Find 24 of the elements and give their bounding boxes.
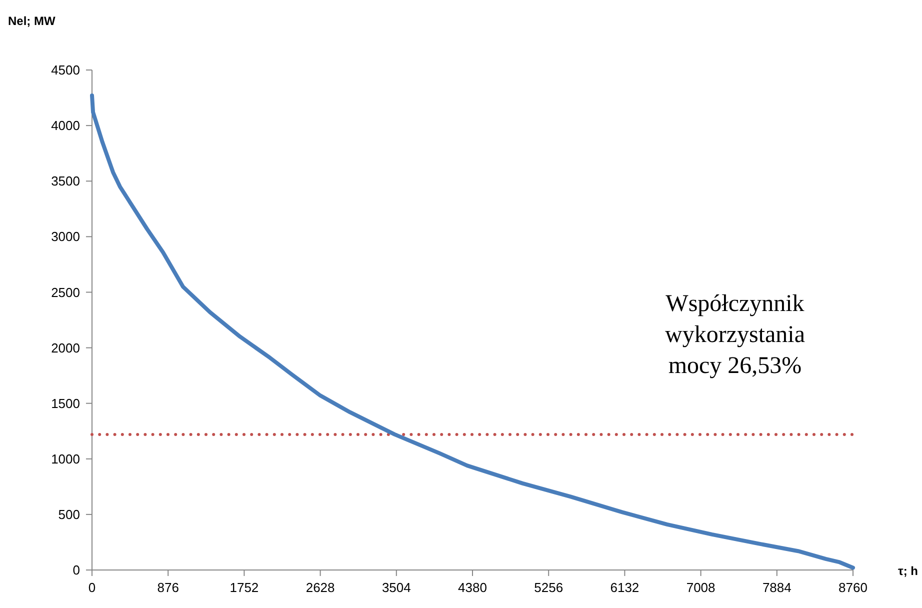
x-tick-label: 5256 <box>534 580 564 595</box>
y-tick-label: 4000 <box>51 118 80 134</box>
x-tick-label: 4380 <box>458 580 487 595</box>
x-tick-label: 7008 <box>686 580 716 595</box>
x-tick-label: 8760 <box>838 580 868 595</box>
y-axis-title: Nel; MW <box>8 14 56 28</box>
y-tick-label: 0 <box>72 562 80 578</box>
y-tick-label: 4500 <box>51 62 80 78</box>
x-tick-label: 0 <box>88 580 96 595</box>
x-tick-label: 3504 <box>382 580 411 595</box>
y-tick-label: 1000 <box>51 451 80 466</box>
y-tick-label: 2000 <box>51 340 80 356</box>
x-tick-label: 1752 <box>230 580 259 595</box>
y-tick-label: 1500 <box>51 396 80 411</box>
x-tick-label: 6132 <box>610 580 640 595</box>
x-tick-label: 2628 <box>306 580 335 595</box>
x-tick-label: 7884 <box>762 580 792 595</box>
x-tick-label: 876 <box>157 580 179 595</box>
y-tick-label: 2500 <box>51 284 80 300</box>
annotation: Współczynnik wykorzystania mocy 26,53% <box>665 291 806 379</box>
y-tick-label: 3500 <box>51 174 80 189</box>
y-tick-label: 500 <box>58 506 80 522</box>
x-axis-title: τ; h <box>898 564 918 578</box>
y-tick-label: 3000 <box>51 229 80 244</box>
